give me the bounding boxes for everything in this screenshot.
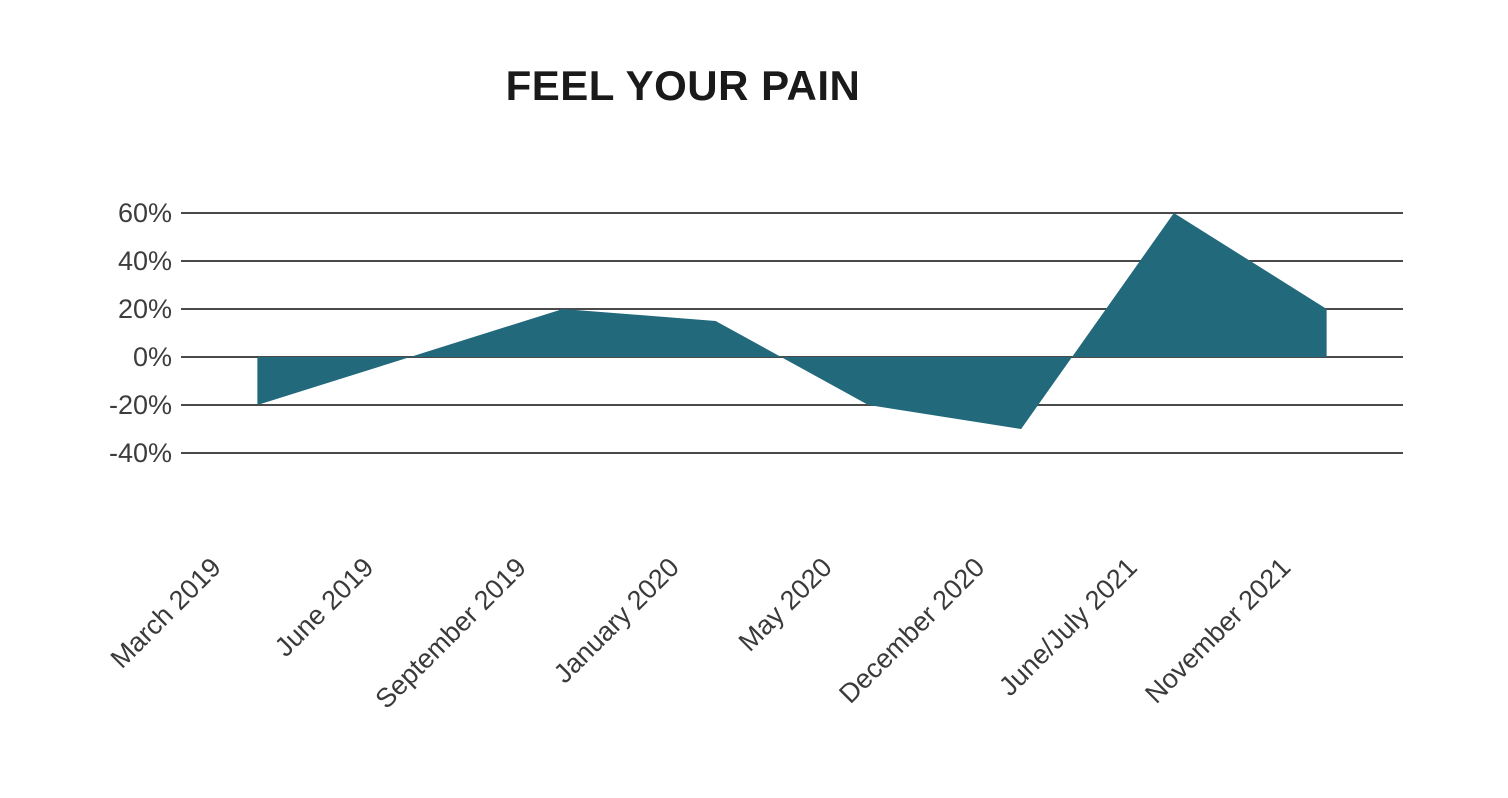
x-tick-label: December 2020 [833,552,991,710]
x-tick-label: September 2019 [369,552,533,715]
y-tick-label: -40% [108,438,172,468]
x-tick-label: June/July 2021 [993,552,1144,702]
area-series [257,213,1327,429]
x-tick-label: March 2019 [104,552,227,675]
y-tick-label: 40% [117,246,172,276]
y-tick-label: 0% [132,342,172,372]
x-tick-label: June 2019 [268,552,380,663]
x-tick-label: January 2020 [547,552,685,689]
plot-area [181,212,1403,454]
y-tick-label: 60% [117,198,172,228]
x-tick-label: May 2020 [732,552,838,658]
y-tick-label: -20% [108,390,172,420]
chart-title: FEEL YOUR PAIN [505,62,861,109]
x-tick-label: November 2021 [1138,552,1296,710]
y-tick-label: 20% [117,294,172,324]
